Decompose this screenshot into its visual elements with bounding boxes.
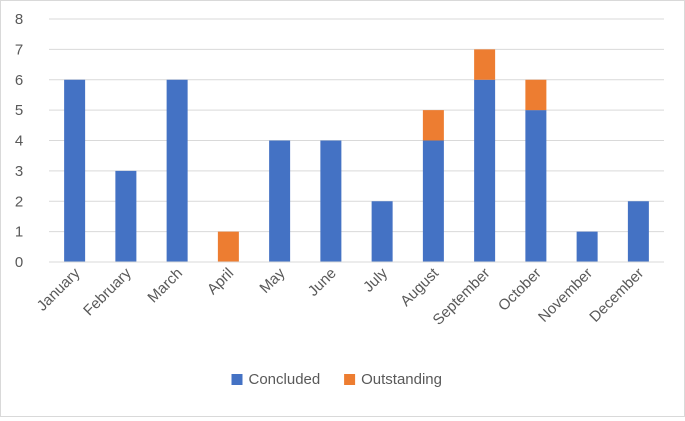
bar-outstanding (217, 231, 239, 262)
y-tick-label: 0 (15, 254, 23, 271)
y-tick-label: 6 (15, 72, 23, 89)
x-tick-label: November (535, 265, 596, 326)
bar-concluded (422, 140, 444, 262)
y-tick-label: 8 (15, 11, 23, 28)
x-tick-label: October (495, 265, 545, 315)
legend-label: Outstanding (361, 371, 442, 388)
x-tick-label: December (586, 265, 647, 326)
x-tick-label: February (80, 264, 135, 319)
y-tick-label: 3 (15, 163, 23, 180)
y-tick-label: 5 (15, 102, 23, 119)
x-tick-label: March (144, 265, 185, 306)
y-tick-label: 2 (15, 193, 23, 210)
bar-outstanding (422, 110, 444, 141)
bars (64, 49, 649, 262)
bar-concluded (166, 79, 188, 262)
legend-swatch (344, 374, 356, 385)
gridlines (49, 18, 664, 233)
legend-swatch (231, 374, 243, 385)
bar-concluded (576, 231, 598, 262)
x-tick-label: April (204, 265, 237, 298)
bar-concluded (269, 140, 291, 262)
bar-concluded (64, 79, 86, 262)
bar-outstanding (474, 49, 496, 80)
x-tick-label: January (34, 264, 84, 314)
y-tick-label: 7 (15, 41, 23, 58)
bar-concluded (627, 201, 649, 262)
legend-label: Concluded (249, 371, 321, 388)
x-tick-label: August (397, 264, 443, 310)
y-axis-tick-labels: 0 1 2 3 4 5 6 7 8 (15, 11, 23, 271)
bar-concluded (525, 110, 547, 262)
x-tick-label: May (256, 264, 288, 296)
x-tick-label: July (360, 264, 391, 295)
bar-concluded (474, 79, 496, 262)
bar-concluded (371, 201, 393, 262)
bar-concluded (115, 170, 137, 262)
legend: Concluded Outstanding (231, 371, 442, 388)
y-tick-label: 4 (15, 133, 23, 150)
x-tick-label: June (305, 265, 340, 300)
y-tick-label: 1 (15, 224, 23, 241)
bar-concluded (320, 140, 342, 262)
bar-outstanding (525, 79, 547, 111)
